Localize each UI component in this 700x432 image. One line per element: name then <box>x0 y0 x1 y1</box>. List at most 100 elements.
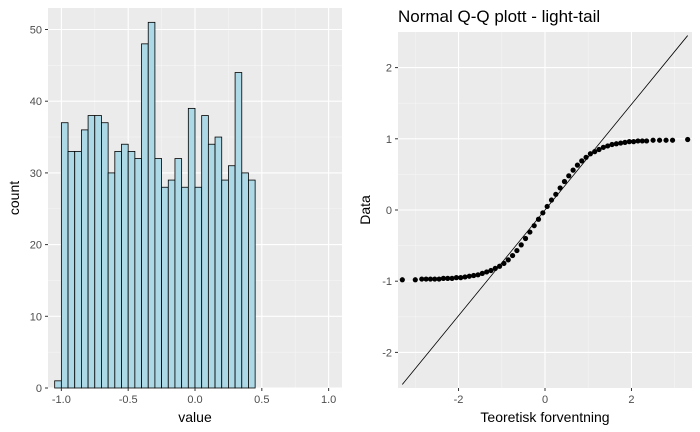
qq-point <box>436 276 442 282</box>
qq-y-tick-label: 0 <box>386 205 392 217</box>
qq-point <box>596 146 602 153</box>
qq-point <box>484 269 490 275</box>
histogram-bar <box>228 165 236 389</box>
qq-point <box>423 276 429 282</box>
qq-y-tick-label: 1 <box>386 134 392 146</box>
qq-point <box>635 138 641 144</box>
qq-points <box>399 136 691 283</box>
qq-point <box>471 272 477 279</box>
qq-point <box>639 138 645 144</box>
qq-x-tick-label: 0 <box>542 394 548 406</box>
qq-point <box>626 139 632 145</box>
qq-point <box>663 137 669 143</box>
qq-point <box>669 137 676 143</box>
qq-point <box>540 210 546 216</box>
qq-plot-chart: -2 0 2 -2 -1 0 1 2 Normal Q-Q plott - light-ta… <box>357 7 692 425</box>
histogram-y-tick-label: 0 <box>36 383 42 395</box>
histogram-bar <box>87 115 96 389</box>
histogram-bar <box>147 21 156 389</box>
qq-point <box>609 141 615 148</box>
histogram-y-tick-label: 20 <box>30 240 42 252</box>
histogram-bar <box>214 136 223 389</box>
qq-point <box>656 137 663 143</box>
qq-x-axis-title: Teoretisk forventning <box>480 409 609 425</box>
histogram-bar <box>134 158 142 389</box>
histogram-bar <box>127 150 136 389</box>
qq-point <box>497 263 503 269</box>
qq-point <box>419 276 425 282</box>
qq-point <box>458 275 464 281</box>
qq-point <box>587 151 593 157</box>
qq-point <box>618 140 624 146</box>
qq-point <box>544 203 550 210</box>
histogram-x-tick-label: 1.0 <box>321 394 336 406</box>
qq-point <box>535 216 542 222</box>
qq-point <box>427 276 434 282</box>
histogram-bar <box>187 107 196 389</box>
qq-point <box>466 273 472 279</box>
qq-point <box>514 247 520 254</box>
qq-point <box>557 185 563 191</box>
qq-point <box>685 136 691 143</box>
qq-y-tick-label: -2 <box>382 347 392 359</box>
qq-point <box>432 276 438 282</box>
histogram-y-tick-label: 40 <box>30 96 42 108</box>
histogram-bar <box>121 143 129 389</box>
qq-point <box>600 144 606 150</box>
qq-point <box>445 275 451 281</box>
qq-y-ticks: -2 -1 0 1 2 <box>382 63 398 359</box>
histogram-y-tick-label: 10 <box>30 311 42 323</box>
qq-point <box>583 154 589 160</box>
histogram-bar <box>67 150 76 389</box>
qq-point <box>462 274 468 280</box>
qq-y-tick-label: 2 <box>386 63 392 75</box>
histogram-bar <box>234 72 243 389</box>
qq-point <box>548 197 555 203</box>
qq-point <box>566 173 572 179</box>
qq-plot-title: Normal Q-Q plott - light-tail <box>398 7 600 26</box>
histogram-y-axis-title: count <box>6 181 22 215</box>
qq-point <box>518 242 524 248</box>
qq-point <box>501 260 507 266</box>
qq-point <box>527 229 533 235</box>
qq-point <box>492 265 498 271</box>
qq-point <box>553 191 559 197</box>
histogram-x-tick-label: -0.5 <box>119 394 138 406</box>
qq-point <box>479 270 485 276</box>
histogram-bar <box>81 129 89 389</box>
histogram-bar <box>221 179 229 389</box>
histogram-bar <box>154 158 162 389</box>
histogram-bar <box>181 186 189 389</box>
histogram-y-tick-label: 50 <box>30 25 42 37</box>
qq-point <box>531 223 537 229</box>
histogram-bar <box>167 179 176 389</box>
histogram-x-tick-label: -1.0 <box>52 394 71 406</box>
histogram-bar <box>174 158 183 389</box>
qq-point <box>522 235 529 242</box>
qq-point <box>574 162 581 168</box>
qq-point <box>650 137 656 143</box>
qq-point <box>570 167 576 173</box>
histogram-bar <box>107 172 116 389</box>
qq-y-axis-title: Data <box>357 195 373 225</box>
qq-x-tick-label: 2 <box>628 394 634 406</box>
histogram-y-ticks: 0 10 20 30 40 50 <box>30 25 48 395</box>
histogram-y-tick-label: 30 <box>30 168 42 180</box>
histogram-bar <box>201 115 209 389</box>
histogram-bar <box>241 172 249 389</box>
histogram-bar <box>74 150 82 389</box>
histogram-x-axis-title: value <box>178 409 212 425</box>
histogram-bar <box>54 380 62 389</box>
qq-point <box>453 275 459 281</box>
qq-point <box>592 149 598 155</box>
qq-point <box>440 275 446 281</box>
histogram-bar <box>161 186 169 389</box>
qq-point <box>579 158 585 164</box>
histogram-bar <box>101 122 109 389</box>
qq-x-tick-label: -2 <box>454 394 464 406</box>
histogram-bar <box>248 179 256 389</box>
qq-point <box>631 139 637 145</box>
qq-reference-line <box>402 35 688 385</box>
qq-point <box>644 138 650 144</box>
